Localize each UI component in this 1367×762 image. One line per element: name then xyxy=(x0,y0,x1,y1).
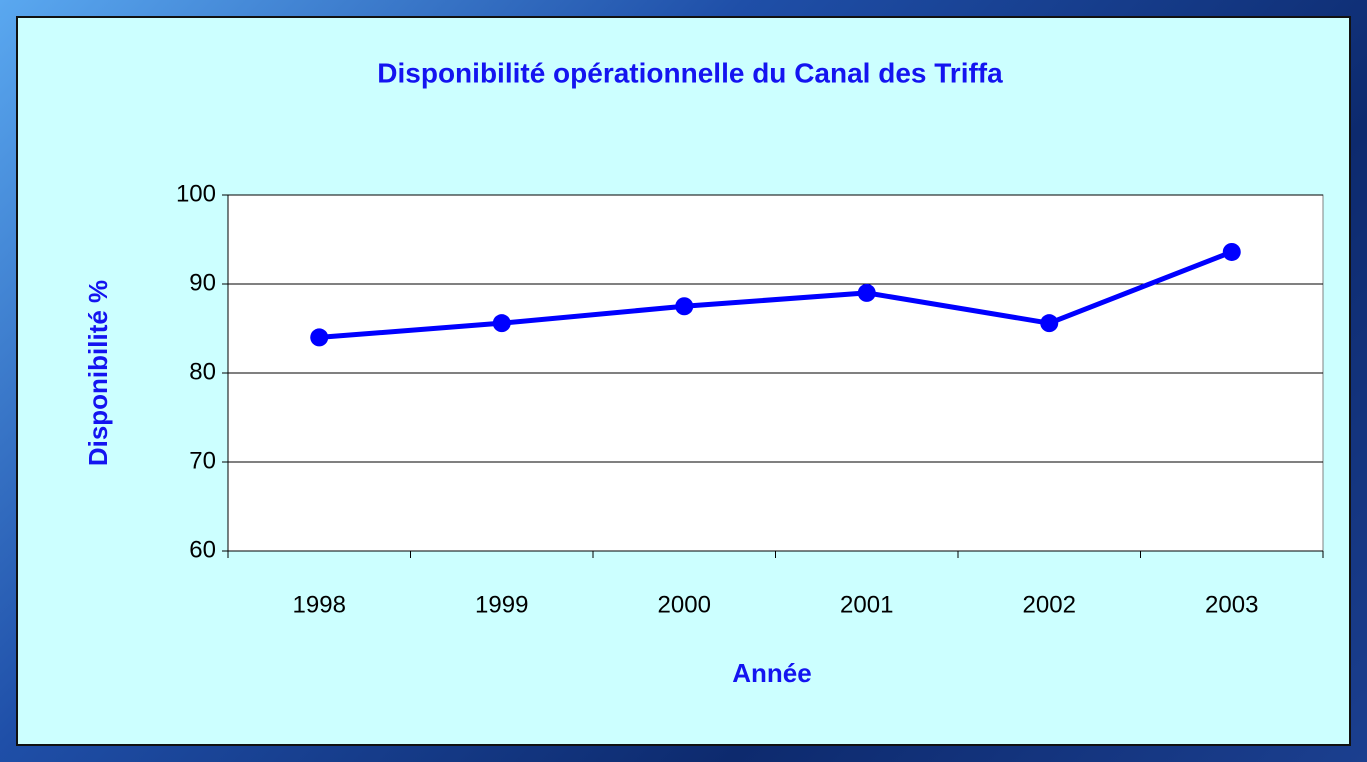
y-axis-label: Disponibilité % xyxy=(83,280,113,466)
data-point xyxy=(1040,314,1059,333)
x-tick-label: 1999 xyxy=(475,591,528,618)
line-series xyxy=(319,249,1233,340)
x-tick-label: 1998 xyxy=(293,591,346,618)
data-point xyxy=(1222,242,1241,261)
x-tick-label: 2002 xyxy=(1023,591,1076,618)
y-tick-label: 100 xyxy=(176,180,216,207)
chart-title: Disponibilité opérationnelle du Canal de… xyxy=(377,57,1003,88)
x-tick-label: 2003 xyxy=(1205,591,1258,618)
data-point xyxy=(310,328,329,347)
y-tick-label: 60 xyxy=(189,536,216,563)
data-point xyxy=(492,314,511,333)
y-tick-label: 70 xyxy=(189,447,216,474)
data-point xyxy=(675,297,694,316)
x-tick-label: 2001 xyxy=(840,591,893,618)
y-tick-label: 80 xyxy=(189,358,216,385)
y-tick-label: 90 xyxy=(189,269,216,296)
x-axis-label: Année xyxy=(732,658,811,688)
data-point xyxy=(857,283,876,302)
x-tick-label: 2000 xyxy=(658,591,711,618)
